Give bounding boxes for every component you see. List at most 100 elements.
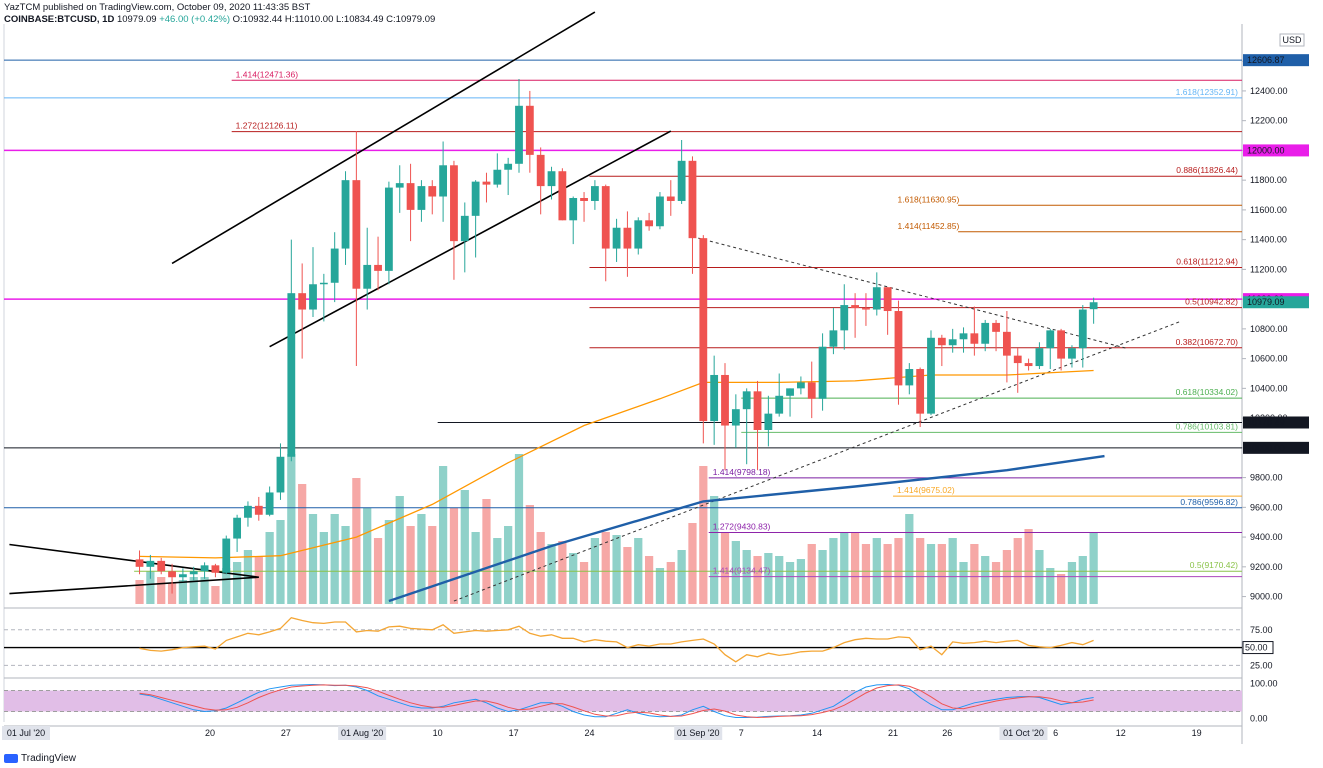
candle-body: [168, 571, 176, 578]
level-right-label: 1.618(12352.91): [1176, 87, 1239, 97]
currency-box: [1279, 33, 1305, 47]
ohlc-values: O:10932.44 H:11010.00 L:10834.49 C:10979…: [232, 14, 436, 25]
candle-body: [482, 181, 491, 185]
volume-bar: [406, 526, 415, 604]
y-tick-label: 10800.00: [1250, 324, 1288, 334]
candle-body: [623, 227, 632, 249]
volume-bar: [861, 544, 871, 604]
rsi-level-label: 75.00: [1250, 625, 1273, 635]
candle-body: [244, 505, 252, 518]
volume-bar: [785, 562, 795, 604]
candle-body: [515, 105, 523, 164]
volume-bar: [937, 544, 946, 604]
candle-body: [525, 105, 534, 155]
volume-bar: [438, 466, 448, 604]
volume-bar: [319, 532, 328, 604]
level-price-tag-label: 10170.49: [1247, 417, 1285, 427]
candle-body: [981, 322, 990, 344]
candle-body: [764, 413, 773, 430]
volume-bar: [200, 577, 209, 604]
volume-bar: [677, 550, 686, 604]
level-right-label: 0.618(10334.02): [1176, 387, 1239, 397]
y-tick-label: 11800.00: [1250, 175, 1287, 185]
candle-body: [504, 163, 513, 170]
stoch-k-line: [139, 683, 1094, 718]
candle-body: [384, 187, 393, 271]
y-tick-label: 9000.00: [1250, 592, 1283, 602]
volume-bar: [981, 556, 990, 604]
volume-bar: [330, 514, 339, 604]
x-tick-label: 01 Oct '20: [1003, 728, 1044, 738]
candle-body: [688, 160, 697, 239]
rsi-level-label: 25.00: [1250, 660, 1273, 670]
x-tick-label: 6: [1053, 728, 1058, 738]
candle-body: [1078, 309, 1087, 349]
volume-bar: [482, 499, 491, 604]
candle-body: [1002, 331, 1011, 356]
candle-body: [157, 560, 166, 572]
level-left-label: 1.414(9798.18): [713, 467, 771, 477]
symbol-line: COINBASE:BTCUSD, 1D 10979.09 +46.00 (+0.…: [4, 14, 435, 26]
dashed-trend-line: [692, 236, 1127, 349]
level-price-tag-label: 10000.00: [1247, 443, 1285, 453]
level-price-tag: [1243, 54, 1309, 67]
last-price-tag-label: 10979.09: [1247, 297, 1285, 307]
price-change: +46.00 (+0.42%): [159, 14, 230, 25]
volume-bar: [1078, 556, 1087, 604]
volume-bar: [959, 562, 968, 604]
candle-body: [330, 248, 339, 283]
level-inline-label: 1.618(11630.95): [898, 194, 960, 204]
candle-body: [699, 238, 708, 422]
volume-bar: [666, 562, 675, 604]
candle-body: [753, 391, 762, 430]
candle-body: [666, 196, 675, 201]
trend-line: [269, 130, 672, 348]
x-tick-highlight: [338, 726, 387, 740]
candle-body: [547, 171, 556, 187]
candle-body: [731, 409, 740, 426]
candle-body: [645, 220, 654, 227]
candle-body: [1089, 302, 1098, 310]
candle-body: [265, 492, 274, 515]
volume-bar: [1067, 562, 1077, 604]
candle-body: [146, 560, 155, 567]
volume-bar: [699, 466, 708, 604]
candle-body: [916, 369, 925, 414]
volume-bar: [764, 553, 773, 604]
level-right-label: 0.618(11212.94): [1176, 256, 1238, 266]
volume-bar: [612, 535, 621, 604]
candle-body: [309, 284, 317, 310]
x-tick-label: 01 Sep '20: [677, 728, 720, 738]
volume-bar: [189, 577, 198, 604]
candle-body: [992, 322, 1000, 332]
last-price: 10979.09: [116, 14, 157, 25]
stoch-level-label: 0.00: [1250, 714, 1268, 724]
level-left-label: 1.272(9430.83): [713, 521, 771, 531]
trend-line: [9, 576, 259, 595]
candle-body: [341, 180, 350, 249]
volume-bar: [1046, 568, 1055, 604]
volume-bar: [569, 553, 578, 604]
y-tick-label: 10400.00: [1250, 383, 1288, 393]
trend-lines: [9, 11, 1181, 602]
candle-body: [656, 196, 664, 227]
volume-bar: [1089, 532, 1098, 604]
volume-bar: [222, 568, 231, 604]
tradingview-logo[interactable]: TradingView: [4, 753, 76, 764]
x-tick-highlight: [674, 726, 723, 740]
ma200-line: [388, 454, 1105, 603]
candle-body: [710, 374, 719, 422]
y-tick-label: 12200.00: [1250, 116, 1288, 126]
tradingview-logo-icon: [4, 754, 18, 763]
y-tick-label: 9400.00: [1250, 532, 1283, 542]
volume-bar: [287, 454, 296, 604]
volume-bar: [796, 559, 806, 604]
logo-text: TradingView: [21, 753, 77, 764]
candle-body: [1068, 348, 1076, 359]
volume-bar: [276, 520, 285, 604]
candle-body: [937, 337, 946, 346]
rsi-level-label: 50.00: [1245, 643, 1268, 653]
volume-bar: [1056, 574, 1066, 604]
x-tick-label: 26: [942, 728, 952, 738]
